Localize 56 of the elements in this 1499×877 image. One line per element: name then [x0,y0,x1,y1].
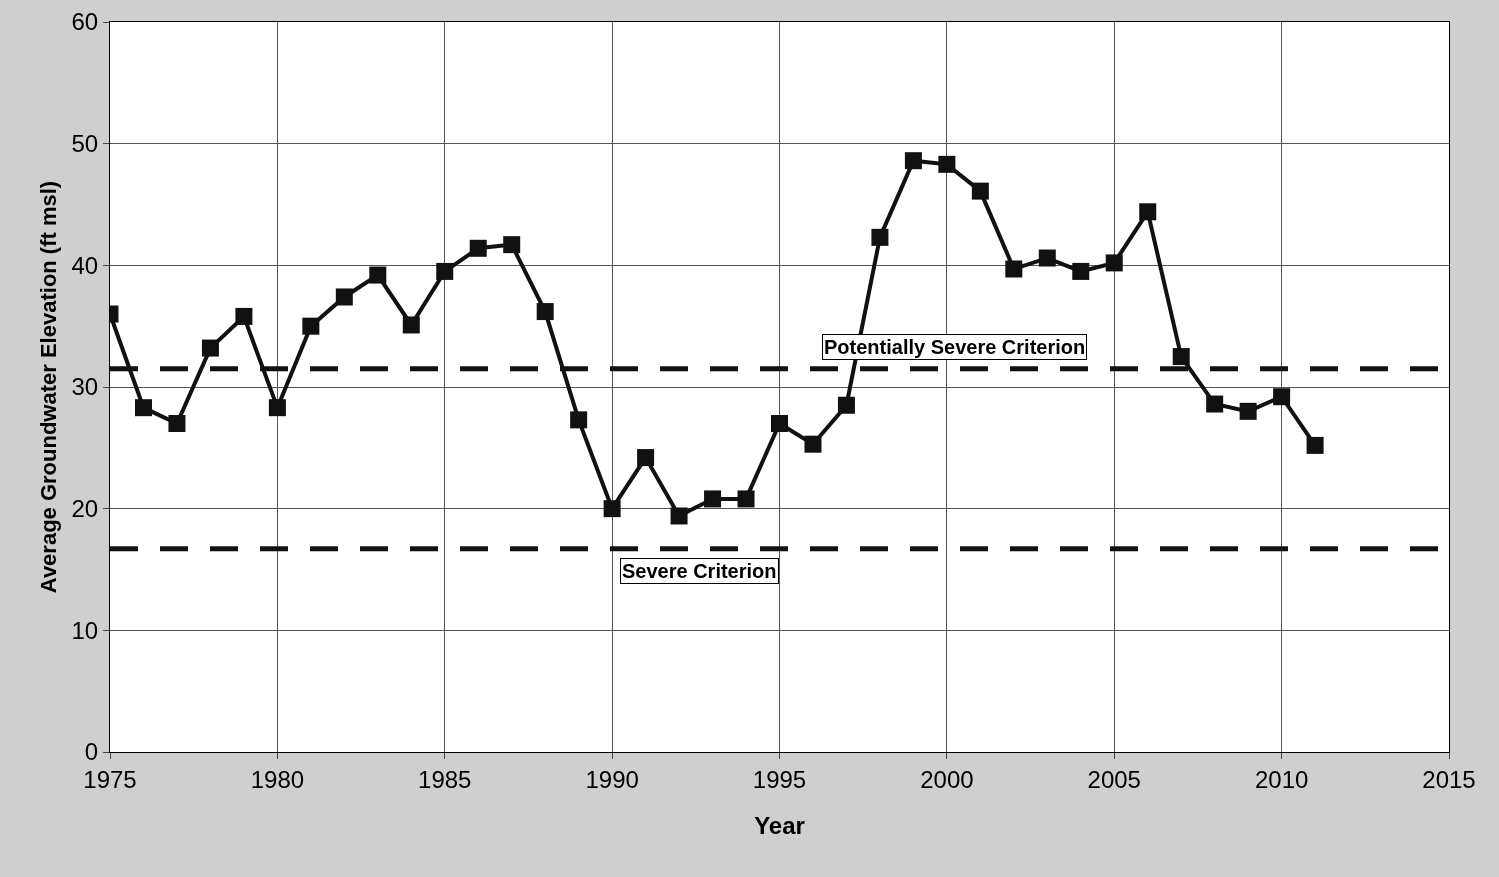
y-tick-label: 10 [71,616,99,644]
point [1072,262,1090,280]
x-tick-label: 1995 [752,765,807,793]
ref-line-label: Potentially Severe Criterion [824,336,1086,358]
y-tick-label: 60 [71,8,99,36]
y-tick-label: 0 [84,738,99,766]
x-tick-label: 1990 [585,765,639,793]
x-tick-label: 1985 [418,765,472,793]
point [369,266,387,284]
point [503,236,521,254]
point [1172,348,1190,366]
point [704,490,722,508]
point [536,303,554,321]
point [771,415,788,432]
point [436,262,454,280]
x-axis-title: Year [754,812,805,839]
point [201,339,219,357]
x-tick-label: 1980 [250,765,305,793]
point [904,152,922,170]
point [737,490,755,508]
point [168,415,186,432]
x-tick-label: 2005 [1087,765,1141,793]
y-tick-label: 20 [71,495,99,523]
point [971,182,989,200]
point [804,435,822,453]
point [402,316,420,334]
y-tick-label: 50 [71,130,99,158]
x-tick-label: 2000 [920,765,974,793]
point [1306,436,1324,454]
point [1005,260,1023,278]
point [603,500,621,518]
point [1239,402,1257,420]
point [235,307,253,325]
x-tick-label: 2010 [1254,765,1309,793]
point [1139,203,1157,221]
y-tick-label: 30 [71,373,99,401]
point [1273,388,1291,406]
point [871,228,889,246]
y-tick-label: 40 [71,251,99,279]
point [335,288,353,306]
y-axis-title: Average Groundwater Elevation (ft msl) [36,180,61,594]
point [1038,249,1056,267]
point [268,399,286,417]
point [134,399,152,417]
point [938,155,956,173]
point [469,239,487,257]
point [1206,395,1224,413]
point [837,396,855,414]
point [302,317,320,335]
point [570,411,588,429]
x-tick-label: 1975 [83,765,137,793]
point [1105,254,1123,272]
point [637,449,655,467]
ref-line-label: Severe Criterion [622,560,777,582]
point [670,507,688,525]
x-tick-label: 2015 [1422,765,1476,793]
